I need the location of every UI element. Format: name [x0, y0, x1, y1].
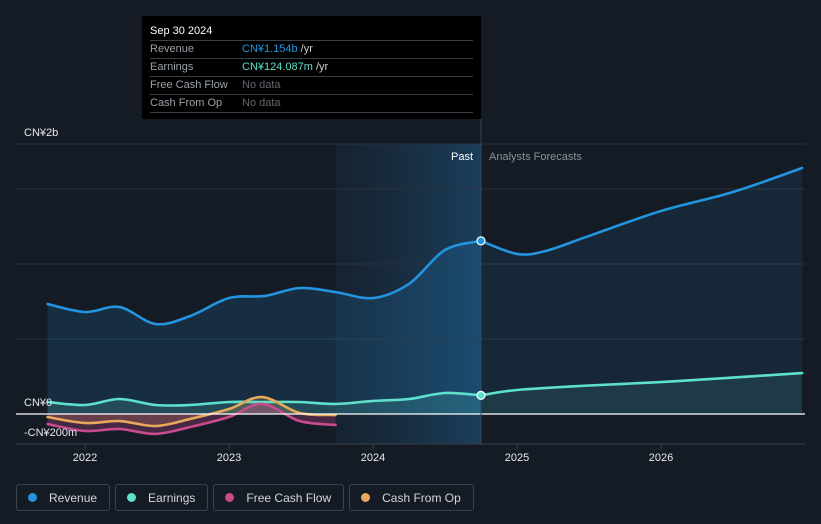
tooltip-unit: /yr — [300, 43, 313, 55]
revenue-line — [46, 239, 483, 326]
tooltip-unit: /yr — [315, 61, 329, 73]
x-tick-label: 2023 — [217, 452, 241, 464]
legend-label: Earnings — [148, 490, 196, 505]
series-lines — [46, 166, 804, 436]
y-tick-label: CN¥0 — [24, 397, 52, 409]
tooltip-row-cash-from-op: Cash From Op No data — [150, 95, 473, 113]
gridlines — [16, 143, 805, 445]
legend-label: Revenue — [49, 490, 98, 505]
earnings-forecast-area — [481, 373, 803, 414]
tooltip-date: Sep 30 2024 — [150, 23, 473, 41]
earnings-forecast-line — [479, 371, 804, 397]
revenue-dot-icon — [28, 493, 37, 502]
tooltip-label: Cash From Op — [150, 97, 223, 109]
tooltip-value: CN¥1.154b — [242, 43, 298, 55]
tooltip-label: Free Cash Flow — [150, 79, 228, 91]
tooltip-row-revenue: Revenue CN¥1.154b /yr — [150, 41, 473, 59]
markers — [476, 236, 486, 400]
y-tick-label: -CN¥200m — [24, 427, 77, 439]
earnings-marker — [476, 390, 486, 400]
tooltip-value: CN¥124.087m — [242, 61, 313, 73]
tooltip-label: Earnings — [150, 61, 194, 73]
revenue-area — [47, 240, 482, 414]
cash-from-op-line — [46, 395, 337, 428]
earnings-line — [46, 391, 483, 407]
cash-from-op-dot-icon — [361, 493, 371, 502]
revenue-forecast-line — [479, 166, 804, 256]
x-tick-label: 2026 — [649, 452, 673, 464]
y-tick-label: CN¥2b — [24, 127, 58, 139]
x-tick-label: 2024 — [361, 452, 385, 464]
tooltip-row-earnings: Earnings CN¥124.087m /yr — [150, 59, 473, 77]
legend-label: Cash From Op — [382, 490, 461, 505]
tooltip-value: No data — [242, 97, 281, 109]
tooltip-row-free-cash-flow: Free Cash Flow No data — [150, 77, 473, 95]
free-cash-flow-line — [46, 402, 337, 436]
legend-item-cash-from-op[interactable]: Cash From Op — [349, 484, 474, 511]
x-tick-label: 2025 — [505, 452, 529, 464]
y-axis-labels: CN¥2b CN¥0 -CN¥200m — [24, 127, 77, 439]
legend: Revenue Earnings Free Cash Flow Cash Fro… — [16, 484, 474, 511]
past-label: Past — [451, 151, 473, 163]
tooltip: Sep 30 2024 Revenue CN¥1.154b /yr Earnin… — [142, 16, 481, 119]
x-axis: 2022 2023 2024 2025 2026 — [73, 444, 673, 464]
x-tick-label: 2022 — [73, 452, 97, 464]
earnings-dot-icon — [127, 493, 137, 502]
tooltip-value: No data — [242, 79, 281, 91]
revenue-forecast-area — [481, 168, 803, 414]
forecast-label: Analysts Forecasts — [489, 151, 582, 163]
legend-item-earnings[interactable]: Earnings — [115, 484, 209, 511]
free-cash-flow-dot-icon — [225, 493, 235, 502]
revenue-marker — [476, 236, 486, 246]
legend-label: Free Cash Flow — [246, 490, 332, 505]
tooltip-label: Revenue — [150, 43, 195, 55]
legend-item-revenue[interactable]: Revenue — [16, 484, 111, 511]
legend-item-free-cash-flow[interactable]: Free Cash Flow — [213, 484, 345, 511]
